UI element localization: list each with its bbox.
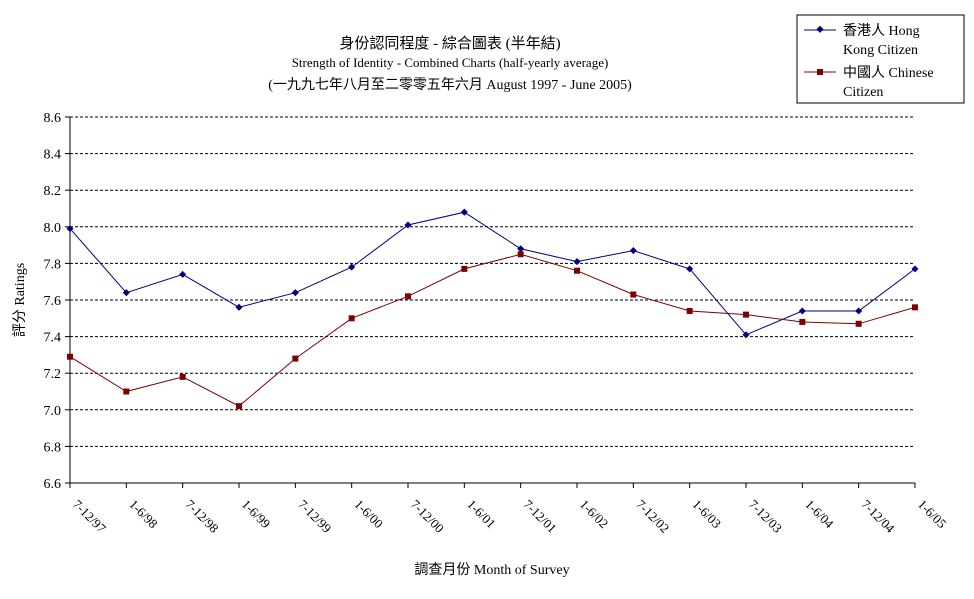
data-point-chinese bbox=[912, 304, 918, 311]
legend-item-chinese-citizen: 中國人 Chinese Citizen bbox=[804, 65, 934, 100]
data-point-chinese bbox=[574, 267, 580, 274]
y-tick-label: 8.0 bbox=[44, 221, 62, 236]
x-tick-label: 1-6/05 bbox=[915, 497, 950, 532]
data-point-hong-kong bbox=[686, 265, 694, 273]
x-tick-label: 1-6/03 bbox=[690, 497, 725, 532]
data-point-hong-kong bbox=[629, 247, 637, 255]
data-point-hong-kong bbox=[404, 221, 412, 229]
y-tick-label: 7.0 bbox=[44, 404, 62, 419]
y-tick-label: 8.4 bbox=[44, 148, 62, 163]
data-point-chinese bbox=[179, 373, 186, 380]
x-tick-label: 7-12/99 bbox=[295, 497, 334, 536]
x-tick-label: 7-12/01 bbox=[521, 497, 560, 536]
y-tick-label: 7.6 bbox=[44, 294, 62, 309]
data-point-hong-kong bbox=[66, 225, 74, 233]
x-tick-label: 7-12/03 bbox=[746, 497, 785, 536]
chart-subtitle: Strength of Identity - Combined Charts (… bbox=[292, 55, 609, 70]
x-axis-label: 調查月份 Month of Survey bbox=[414, 562, 569, 578]
x-tick-label: 1-6/98 bbox=[126, 497, 161, 532]
data-point-chinese bbox=[348, 315, 355, 322]
x-tick-label: 7-12/00 bbox=[408, 497, 447, 536]
x-tick-label: 7-12/97 bbox=[70, 497, 110, 537]
x-tick-label: 1-6/99 bbox=[239, 497, 274, 532]
data-point-hong-kong bbox=[348, 263, 356, 271]
x-tick-labels: 7-12/97 1-6/98 7-12/98 1-6/99 7-12/99 1-6/00 7… bbox=[69, 483, 950, 537]
y-tick-label: 6.6 bbox=[44, 477, 62, 492]
data-point-chinese bbox=[855, 320, 862, 327]
data-point-chinese bbox=[461, 265, 468, 272]
data-point-chinese bbox=[630, 291, 637, 298]
data-point-hong-kong bbox=[122, 289, 130, 297]
data-point-hong-kong bbox=[460, 208, 468, 216]
x-tick-label: 7-12/98 bbox=[183, 497, 222, 536]
data-point-hong-kong bbox=[573, 258, 581, 266]
gridlines bbox=[65, 116, 915, 484]
y-tick-labels: 6.6 6.8 7.0 7.2 7.4 7.6 7.8 8.0 8.2 8.4 8.6 bbox=[44, 111, 62, 492]
y-tick-label: 8.6 bbox=[44, 111, 62, 126]
x-tick-label: 7-12/04 bbox=[859, 497, 899, 537]
legend-label-hong-kong-line2: Kong Citizen bbox=[843, 43, 918, 58]
data-point-chinese bbox=[292, 355, 299, 362]
x-tick-label: 7-12/02 bbox=[633, 497, 672, 536]
data-point-chinese bbox=[123, 388, 130, 395]
y-tick-label: 7.8 bbox=[44, 257, 62, 272]
data-point-hong-kong bbox=[798, 307, 806, 315]
data-point-hong-kong bbox=[179, 270, 187, 278]
y-tick-label: 7.2 bbox=[44, 367, 62, 382]
y-tick-label: 7.4 bbox=[44, 331, 62, 346]
data-point-chinese bbox=[517, 251, 524, 258]
data-point-chinese bbox=[686, 307, 693, 314]
data-point-chinese bbox=[236, 403, 242, 410]
legend-label-hong-kong-line1: 香港人 Hong bbox=[843, 23, 920, 39]
x-tick-label: 1-6/02 bbox=[577, 497, 612, 532]
legend-label-chinese-line2: Citizen bbox=[843, 85, 883, 100]
data-point-hong-kong bbox=[517, 245, 525, 253]
legend-marker-diamond bbox=[816, 25, 824, 33]
chart-subtitle-2: (一九九七年八月至二零零五年六月 August 1997 - June 2005… bbox=[268, 77, 632, 93]
legend-label-chinese-line1: 中國人 Chinese bbox=[843, 65, 934, 81]
data-point-chinese bbox=[799, 318, 806, 325]
data-point-hong-kong bbox=[855, 307, 863, 315]
x-tick-label: 1-6/01 bbox=[464, 497, 499, 532]
data-point-chinese bbox=[67, 353, 73, 360]
chart-title: 身份認同程度 - 綜合圖表 (半年結) bbox=[339, 35, 560, 52]
data-point-hong-kong bbox=[911, 265, 919, 273]
series-line-hong-kong-citizen bbox=[69, 211, 916, 336]
series-group bbox=[66, 208, 919, 410]
data-point-hong-kong bbox=[235, 303, 243, 311]
legend: 香港人 Hong Kong Citizen 中國人 Chinese Citize… bbox=[796, 14, 965, 104]
y-axis-label: 評分 Ratings bbox=[12, 263, 28, 337]
y-tick-label: 8.2 bbox=[44, 184, 62, 199]
data-point-hong-kong bbox=[291, 289, 299, 297]
data-point-chinese bbox=[743, 311, 749, 318]
legend-item-hong-kong-citizen: 香港人 Hong Kong Citizen bbox=[804, 23, 920, 58]
series-line-chinese-citizen bbox=[69, 253, 916, 407]
x-tick-label: 1-6/04 bbox=[802, 497, 837, 532]
data-point-chinese bbox=[405, 293, 411, 300]
data-point-hong-kong bbox=[742, 331, 750, 339]
x-tick-label: 1-6/00 bbox=[352, 497, 387, 532]
legend-marker-square bbox=[817, 69, 823, 75]
y-tick-label: 6.8 bbox=[44, 440, 62, 455]
